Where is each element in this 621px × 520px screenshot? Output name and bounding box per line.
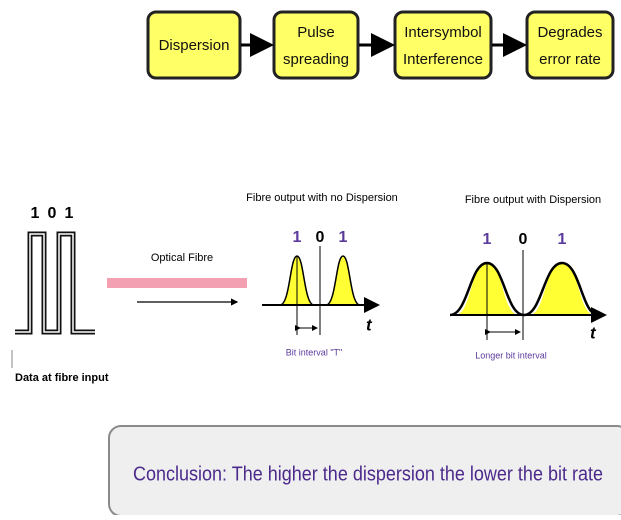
flow-text: Pulse — [297, 24, 335, 41]
axis-label: t — [590, 323, 597, 342]
flow-box: Degrades error rate — [525, 10, 615, 80]
flow-text: Degrades — [537, 24, 602, 41]
output-title: Fibre output with no Dispersion — [246, 192, 398, 204]
bit: 1 — [339, 229, 348, 246]
input-pulses — [15, 231, 95, 335]
bit: 1 — [31, 205, 40, 222]
input-label: Data at fibre input — [15, 372, 109, 384]
bit: 0 — [48, 205, 57, 222]
output-title: Fibre output with Dispersion — [465, 194, 601, 206]
interval-label: Longer bit interval — [475, 350, 547, 360]
flow-box: Pulse spreading — [272, 10, 360, 80]
fibre-label: Optical Fibre — [151, 252, 213, 264]
flow-text: spreading — [283, 51, 349, 68]
fibre — [107, 278, 247, 288]
flow-text: Dispersion — [159, 37, 230, 54]
interval-label: Bit interval "T" — [286, 347, 342, 357]
bit: 0 — [519, 231, 528, 248]
flow-text: Interference — [403, 51, 483, 68]
input-pulses-inner — [15, 233, 95, 333]
bit: 1 — [293, 229, 302, 246]
pulse — [325, 255, 361, 306]
flow-text: Intersymbol — [404, 24, 482, 41]
flow-text: error rate — [539, 51, 601, 68]
flow-box: Dispersion — [146, 10, 242, 80]
bit: 1 — [65, 205, 74, 222]
flow-box: Intersymbol Interference — [393, 10, 493, 80]
axis-label: t — [366, 315, 373, 334]
bit: 1 — [483, 231, 492, 248]
conclusion-text: Conclusion: The higher the dispersion th… — [133, 463, 603, 485]
bit: 0 — [316, 229, 325, 246]
pulse — [529, 263, 595, 315]
bit: 1 — [558, 231, 567, 248]
